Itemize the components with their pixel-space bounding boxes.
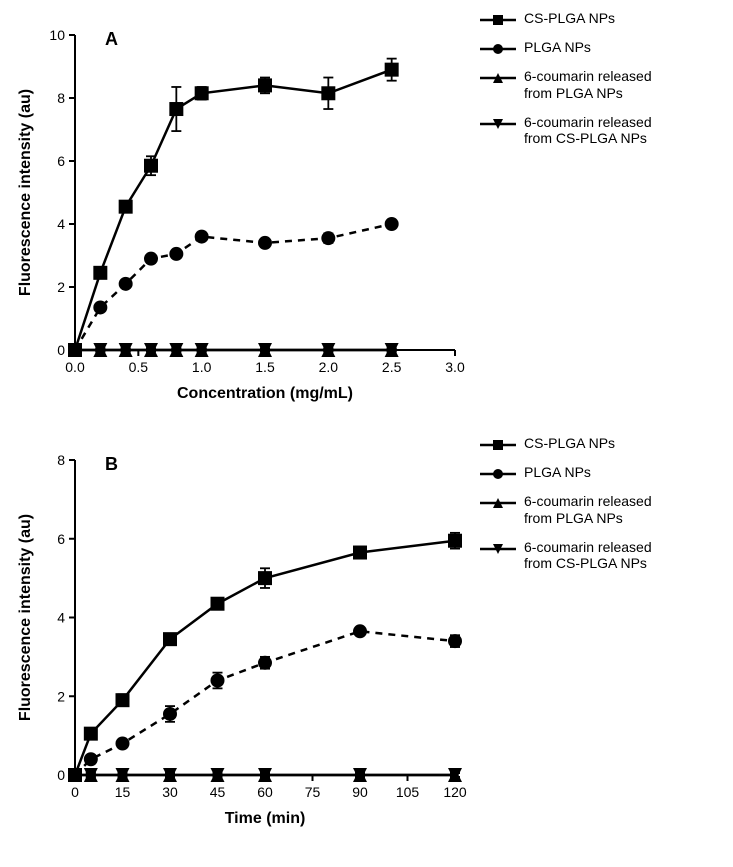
series-marker xyxy=(169,247,183,261)
legend-item: 6-coumarin releasedfrom CS-PLGA NPs xyxy=(480,114,652,148)
svg-text:0: 0 xyxy=(71,784,79,800)
svg-text:8: 8 xyxy=(57,90,65,106)
legend-marker-icon xyxy=(480,117,516,131)
panel-label: A xyxy=(105,29,118,49)
series-marker xyxy=(163,632,177,646)
svg-text:90: 90 xyxy=(352,784,368,800)
svg-text:0.0: 0.0 xyxy=(65,359,85,375)
legend-item: 6-coumarin releasedfrom PLGA NPs xyxy=(480,493,652,527)
legend-marker-icon xyxy=(480,71,516,85)
legend-item: PLGA NPs xyxy=(480,39,652,56)
series-marker xyxy=(84,727,98,741)
x-axis-label: Concentration (mg/mL) xyxy=(177,385,353,402)
legend-label: PLGA NPs xyxy=(524,39,591,56)
legend-label: 6-coumarin releasedfrom PLGA NPs xyxy=(524,68,652,102)
svg-text:2: 2 xyxy=(57,688,65,704)
legend-label: 6-coumarin releasedfrom CS-PLGA NPs xyxy=(524,539,652,573)
svg-text:60: 60 xyxy=(257,784,273,800)
legend-a: CS-PLGA NPs PLGA NPs 6-coumarin released… xyxy=(480,10,652,147)
svg-text:6: 6 xyxy=(57,153,65,169)
legend-marker-icon xyxy=(480,438,516,452)
series-marker xyxy=(163,707,177,721)
legend-marker-icon xyxy=(480,13,516,27)
legend-label: 6-coumarin releasedfrom CS-PLGA NPs xyxy=(524,114,652,148)
y-axis-label: Fluorescence intensity (au) xyxy=(17,514,34,721)
chart-b-svg: 0 15 30 45 60 75 90 105 120 0 2 4 6 8 Time (min) Fluore… xyxy=(10,435,470,835)
series-marker xyxy=(211,674,225,688)
series-marker xyxy=(119,200,133,214)
svg-text:15: 15 xyxy=(115,784,131,800)
svg-text:8: 8 xyxy=(57,452,65,468)
chart-a-box: 0.0 0.5 1.0 1.5 2.0 2.5 3.0 0 2 4 6 8 10 Concentratio… xyxy=(10,10,470,415)
svg-text:2: 2 xyxy=(57,279,65,295)
series-marker xyxy=(169,102,183,116)
series-marker xyxy=(385,63,399,77)
svg-text:2.5: 2.5 xyxy=(382,359,402,375)
series-marker xyxy=(448,534,462,548)
series-marker xyxy=(353,546,367,560)
panel-b: 0 15 30 45 60 75 90 105 120 0 2 4 6 8 Time (min) Fluore… xyxy=(10,435,723,840)
legend-item: 6-coumarin releasedfrom PLGA NPs xyxy=(480,68,652,102)
svg-text:6: 6 xyxy=(57,531,65,547)
series-marker xyxy=(353,624,367,638)
svg-text:75: 75 xyxy=(305,784,321,800)
series-marker xyxy=(116,737,130,751)
svg-text:1.0: 1.0 xyxy=(192,359,212,375)
x-axis-label: Time (min) xyxy=(225,810,306,827)
svg-text:1.5: 1.5 xyxy=(255,359,275,375)
legend-marker-icon xyxy=(480,467,516,481)
series-marker xyxy=(448,634,462,648)
series-marker xyxy=(385,217,399,231)
series-marker xyxy=(119,277,133,291)
panel-a: 0.0 0.5 1.0 1.5 2.0 2.5 3.0 0 2 4 6 8 10 Concentratio… xyxy=(10,10,723,415)
legend-marker-icon xyxy=(480,496,516,510)
svg-text:105: 105 xyxy=(396,784,420,800)
series-marker xyxy=(321,231,335,245)
series-marker xyxy=(258,656,272,670)
series-marker xyxy=(195,86,209,100)
series-marker xyxy=(258,571,272,585)
series-marker xyxy=(84,752,98,766)
legend-item: CS-PLGA NPs xyxy=(480,10,652,27)
svg-text:30: 30 xyxy=(162,784,178,800)
series-marker xyxy=(258,236,272,250)
svg-text:10: 10 xyxy=(49,27,65,43)
svg-text:120: 120 xyxy=(443,784,467,800)
series-marker xyxy=(144,159,158,173)
panel-label: B xyxy=(105,454,118,474)
svg-text:0.5: 0.5 xyxy=(129,359,149,375)
legend-label: 6-coumarin releasedfrom PLGA NPs xyxy=(524,493,652,527)
legend-label: PLGA NPs xyxy=(524,464,591,481)
series-marker xyxy=(258,78,272,92)
series-marker xyxy=(211,597,225,611)
legend-marker-icon xyxy=(480,542,516,556)
svg-text:3.0: 3.0 xyxy=(445,359,465,375)
series-marker xyxy=(144,252,158,266)
series-marker xyxy=(195,230,209,244)
series-line xyxy=(75,631,455,775)
legend-item: 6-coumarin releasedfrom CS-PLGA NPs xyxy=(480,539,652,573)
legend-item: PLGA NPs xyxy=(480,464,652,481)
svg-text:4: 4 xyxy=(57,216,65,232)
legend-b: CS-PLGA NPs PLGA NPs 6-coumarin released… xyxy=(480,435,652,572)
legend-item: CS-PLGA NPs xyxy=(480,435,652,452)
svg-text:45: 45 xyxy=(210,784,226,800)
series-marker xyxy=(93,266,107,280)
chart-b-box: 0 15 30 45 60 75 90 105 120 0 2 4 6 8 Time (min) Fluore… xyxy=(10,435,470,840)
legend-label: CS-PLGA NPs xyxy=(524,10,615,27)
svg-text:4: 4 xyxy=(57,610,65,626)
svg-text:2.0: 2.0 xyxy=(319,359,339,375)
svg-text:0: 0 xyxy=(57,767,65,783)
legend-label: CS-PLGA NPs xyxy=(524,435,615,452)
svg-text:0: 0 xyxy=(57,342,65,358)
figure-container: 0.0 0.5 1.0 1.5 2.0 2.5 3.0 0 2 4 6 8 10 Concentratio… xyxy=(10,10,723,840)
series-marker xyxy=(321,86,335,100)
series-marker xyxy=(116,693,130,707)
chart-a-svg: 0.0 0.5 1.0 1.5 2.0 2.5 3.0 0 2 4 6 8 10 Concentratio… xyxy=(10,10,470,410)
legend-marker-icon xyxy=(480,42,516,56)
y-axis-label: Fluorescence intensity (au) xyxy=(17,89,34,296)
series-marker xyxy=(93,300,107,314)
